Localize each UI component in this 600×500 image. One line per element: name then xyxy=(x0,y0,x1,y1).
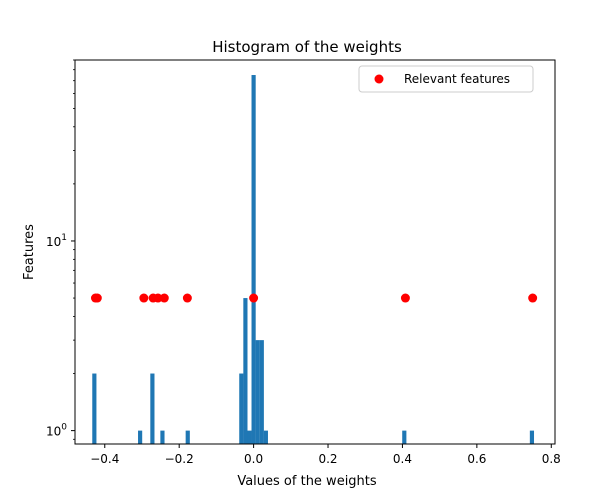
x-tick-label-0: −0.4 xyxy=(90,452,119,466)
histogram-bar-2 xyxy=(150,373,155,444)
legend-marker xyxy=(374,74,384,84)
x-tick-label-6: 0.8 xyxy=(542,452,561,466)
legend-box xyxy=(358,65,534,93)
histogram-bar-8 xyxy=(251,75,256,445)
x-axis-label: Values of the weights xyxy=(237,474,377,489)
legend: Relevant features xyxy=(358,65,534,93)
relevant-feature-point-7 xyxy=(249,293,259,303)
y-tick-label-0: 100 xyxy=(46,423,67,439)
histogram-bar-13 xyxy=(529,430,535,444)
relevant-feature-point-4 xyxy=(153,293,163,303)
histogram-bar-5 xyxy=(239,373,244,444)
histogram-bar-7 xyxy=(247,430,252,444)
relevant-feature-point-2 xyxy=(139,293,149,303)
relevant-feature-point-8 xyxy=(400,293,410,303)
chart-title: Histogram of the weights xyxy=(212,38,402,56)
histogram-bar-12 xyxy=(402,430,407,444)
relevant-feature-markers xyxy=(90,293,538,303)
histogram-bar-9 xyxy=(255,340,260,444)
histogram-bar-0 xyxy=(92,373,97,444)
x-tick-label-1: −0.2 xyxy=(165,452,194,466)
relevant-feature-point-1 xyxy=(92,293,102,303)
relevant-feature-point-6 xyxy=(182,293,192,303)
histogram-bar-1 xyxy=(138,430,143,444)
relevant-feature-point-5 xyxy=(159,293,169,303)
x-tick-label-3: 0.2 xyxy=(318,452,337,466)
x-tick-label-5: 0.6 xyxy=(467,452,486,466)
y-axis-label: Features xyxy=(22,224,37,280)
histogram-bar-6 xyxy=(243,298,248,444)
histogram-bar-3 xyxy=(160,430,165,444)
legend-label: Relevant features xyxy=(404,72,510,86)
x-tick-label-2: 0.0 xyxy=(244,452,263,466)
histogram-bar-11 xyxy=(263,430,268,444)
histogram-bar-4 xyxy=(185,430,190,444)
histogram-bars xyxy=(92,75,535,445)
histogram-bar-10 xyxy=(259,340,264,444)
x-tick-label-4: 0.4 xyxy=(393,452,412,466)
y-axis-ticks: 100 101 xyxy=(46,59,75,440)
axes-frame xyxy=(74,59,556,445)
x-axis-ticks: −0.4 −0.2 0.0 0.2 0.4 0.6 0.8 xyxy=(90,444,561,466)
y-tick-label-1: 101 xyxy=(46,233,67,249)
relevant-feature-point-9 xyxy=(528,293,538,303)
